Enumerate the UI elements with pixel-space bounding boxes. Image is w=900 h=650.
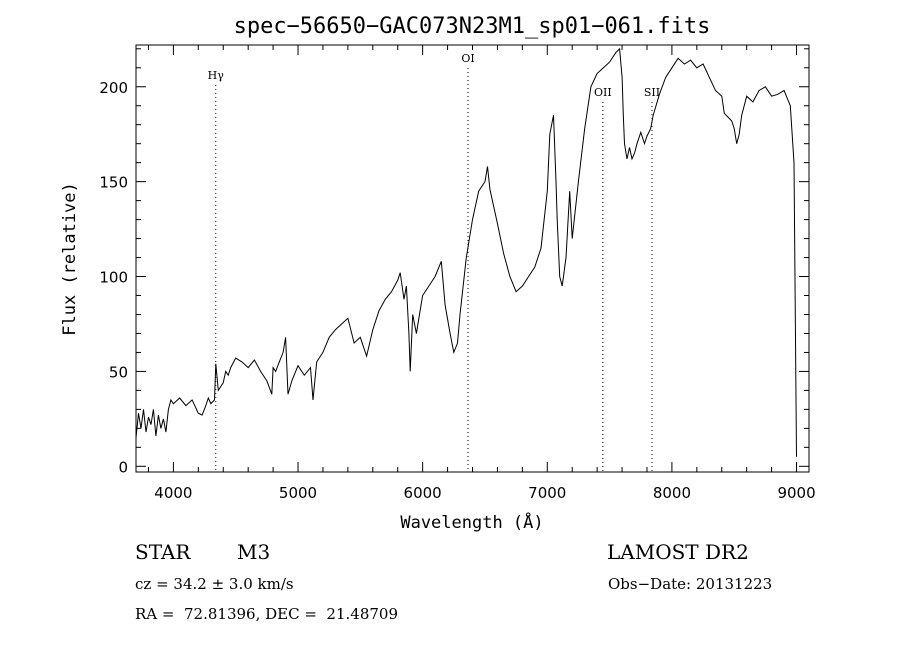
x-tick-label: 9000	[777, 484, 815, 502]
axis-ticks	[136, 45, 809, 472]
y-tick-label: 200	[99, 79, 128, 97]
line-marker-label: SII	[644, 86, 660, 99]
x-tick-label: 4000	[154, 484, 192, 502]
spectrum-line	[135, 47, 797, 457]
y-tick-label: 0	[118, 458, 128, 476]
y-tick-label: 50	[109, 363, 128, 381]
object-subclass: M3	[237, 540, 271, 564]
plot-frame	[135, 44, 810, 473]
x-tick-label: 6000	[404, 484, 442, 502]
y-tick-label: 150	[99, 174, 128, 192]
tick-labels: 4000 5000 6000 7000 8000 9000 0 50 100 150 200	[99, 79, 815, 502]
line-marker-label: OII	[594, 86, 612, 99]
line-marker-label: Hγ	[208, 69, 225, 82]
x-tick-label: 5000	[279, 484, 317, 502]
redshift-cz: cz = 34.2 ± 3.0 km/s	[135, 575, 294, 593]
x-tick-label: 7000	[528, 484, 566, 502]
x-axis-label: Wavelength (Å)	[400, 511, 543, 533]
survey-name: LAMOST DR2	[607, 540, 749, 564]
y-axis-label: Flux (relative)	[60, 182, 80, 336]
spectral-line-markers: Hγ OI OII SII	[208, 52, 660, 472]
line-marker-label: OI	[461, 52, 474, 65]
chart-title: spec−56650−GAC073N23M1_sp01−061.fits	[234, 14, 711, 39]
observation-date: Obs−Date: 20131223	[608, 575, 773, 593]
coordinates: RA = 72.81396, DEC = 21.48709	[135, 605, 399, 623]
y-tick-label: 100	[99, 269, 128, 287]
object-class: STAR	[135, 540, 191, 564]
x-tick-label: 8000	[653, 484, 691, 502]
